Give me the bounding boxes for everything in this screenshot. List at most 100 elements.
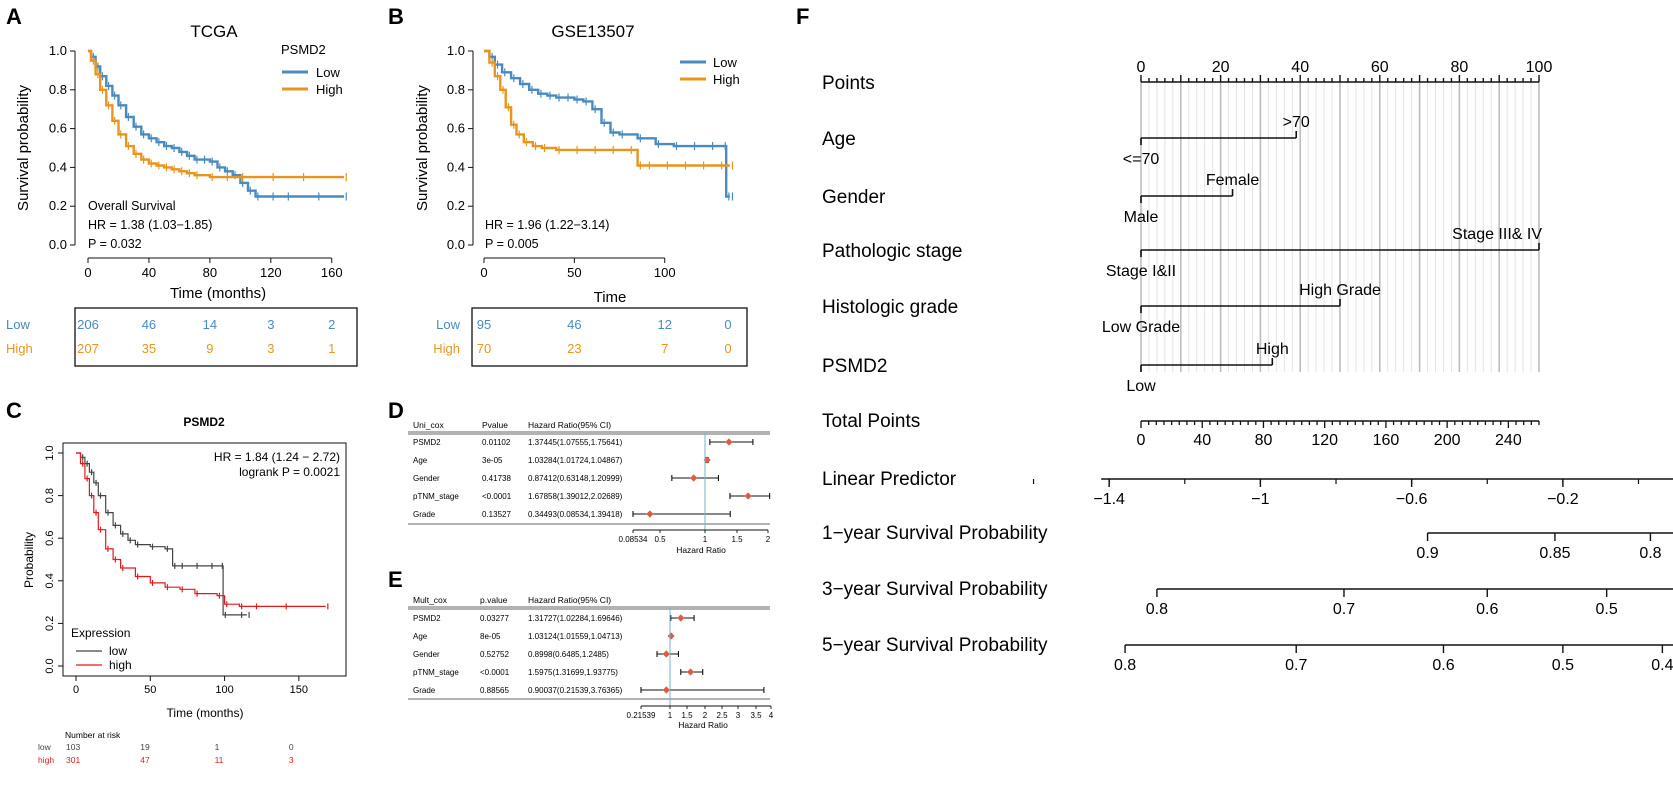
panel-e-x-tick-label: 0.21539	[627, 711, 656, 720]
panel-b-curve-low	[484, 49, 730, 198]
panel-b-y-label: Survival probability	[414, 85, 431, 211]
nomogram-factor-level: High Grade	[1299, 282, 1381, 299]
panel-a-risk-row-label: High	[6, 341, 33, 356]
panel-e-hr-marker	[686, 668, 695, 676]
nomogram-scale-label: 0.6	[1476, 601, 1498, 618]
panel-c-risk-value: 3	[289, 755, 294, 765]
panel-e-x-tick-label: 1	[668, 711, 673, 720]
panel-c-y-label: Probability	[22, 532, 36, 588]
panel-c-risk-value: 19	[140, 742, 150, 752]
panel-e-row-hr: 1.31727(1.02284,1.69646)	[528, 614, 623, 623]
panel-b-risk-value: 95	[477, 317, 491, 332]
nomogram-factor-level: Low Grade	[1102, 319, 1180, 336]
panel-e-hr-marker	[677, 614, 685, 622]
panel-a-risk-value: 14	[203, 317, 217, 332]
panel-a-x-label: Time (months)	[170, 285, 266, 302]
panel-c-risk-value: 103	[66, 742, 80, 752]
nomogram-scale-label: −0.2	[1547, 491, 1579, 508]
panel-b-risk-value: 46	[567, 317, 581, 332]
nomogram-row-label: Pathologic stage	[822, 241, 963, 262]
panel-b-risk-value: 23	[567, 341, 581, 356]
panel-c-legend-high: high	[109, 658, 132, 672]
nomogram-points-label: 0	[1137, 59, 1146, 76]
panel-b-legend: Low High	[680, 55, 740, 87]
panel-e-x-tick-label: 2	[703, 711, 708, 720]
nomogram-total-label: 0	[1137, 432, 1146, 449]
panel-a-x-tick-label: 160	[321, 265, 343, 280]
nomogram-row-label: Points	[822, 73, 875, 94]
nomogram-row-label: Age	[822, 129, 856, 150]
panel-a-y-tick-label: 0.4	[49, 159, 67, 174]
panel-c-annot-hr: HR = 1.84 (1.24 − 2.72)	[214, 450, 340, 464]
panel-b-y-tick-label: 1.0	[447, 43, 465, 58]
panel-c-risk-value: 1	[215, 742, 220, 752]
nomogram-factor-level: <=70	[1123, 151, 1160, 168]
panel-d-row-label: Gender	[413, 474, 440, 483]
panel-a-risk-value: 9	[206, 341, 213, 356]
panel-e-x-tick-label: 3.5	[750, 711, 762, 720]
panel-label-b: B	[388, 4, 404, 29]
panel-label-d: D	[388, 398, 404, 423]
panel-b-x-tick-label: 50	[567, 265, 581, 280]
nomogram-factor-level: Male	[1124, 209, 1159, 226]
panel-a-title: TCGA	[190, 22, 238, 41]
panel-b-y-tick-label: 0.4	[447, 159, 465, 174]
panel-a-y-tick-label: 0.0	[49, 237, 67, 252]
panel-c-risk-row-label: low	[38, 742, 52, 752]
panel-a-y-tick-label: 0.2	[49, 198, 67, 213]
panel-d-header-hr: Hazard Ratio(95% CI)	[528, 420, 611, 430]
nomogram-points-label: 40	[1291, 59, 1309, 76]
panel-d-hr-marker	[690, 474, 698, 482]
panel-c-x-tick-label: 150	[290, 684, 308, 696]
panel-a-curve-low	[88, 49, 344, 198]
panel-d-hr-marker	[646, 510, 654, 518]
panel-d-hr-marker	[725, 438, 733, 446]
panel-f-nomogram: Points 0 20 40 60 80 100 Age <=70 >70 Gender Male Fe…	[822, 59, 1673, 674]
panel-c-risk-value: 301	[66, 755, 80, 765]
nomogram-row-label: 3−year Survival Probability	[822, 579, 1048, 600]
panel-d-row-label: Grade	[413, 510, 436, 519]
panel-d-x-tick-label: 2	[766, 535, 771, 544]
panel-b-y-tick-label: 0.2	[447, 198, 465, 213]
panel-e-row-pvalue: 8e-05	[480, 632, 501, 641]
panel-a-risk-value: 1	[328, 341, 335, 356]
panel-a-risk-value: 206	[77, 317, 99, 332]
panel-b-x-tick-label: 0	[480, 265, 487, 280]
nomogram-factor-level: >70	[1283, 114, 1310, 131]
panel-c-risk-value: 11	[215, 755, 224, 765]
panel-a-risk-value: 35	[142, 341, 156, 356]
panel-c-psmd2-km-plot: PSMD2 HR = 1.84 (1.24 − 2.72) logrank P …	[22, 415, 347, 765]
nomogram-scale-label: 0.9	[1416, 545, 1438, 562]
panel-label-a: A	[6, 4, 22, 29]
panel-a-risk-value: 46	[142, 317, 156, 332]
panel-c-risk-value: 0	[289, 742, 294, 752]
panel-c-y-tick-label: 0.4	[44, 573, 56, 588]
panel-a-y-tick-label: 0.8	[49, 82, 67, 97]
nomogram-factor-level: Female	[1206, 172, 1259, 189]
panel-d-row-hr: 1.67858(1.39012,2.02689)	[528, 492, 623, 501]
panel-d-row-hr: 1.37445(1.07555,1.75641)	[528, 438, 623, 447]
panel-b-curve-high	[484, 49, 730, 167]
panel-a-x-tick-label: 120	[260, 265, 282, 280]
panel-d-row-pvalue: 0.01102	[482, 438, 511, 447]
panel-b-legend-high: High	[713, 72, 740, 87]
panel-b-risk-row-label: Low	[436, 317, 460, 332]
panel-d-row-label: PSMD2	[413, 438, 441, 447]
nomogram-scale-label: 0.7	[1285, 657, 1307, 674]
panel-b-gse13507-km-plot: GSE13507 Low High HR = 1.96 (1.22−3.14) …	[414, 22, 748, 367]
panel-a-risk-table-box	[74, 307, 358, 367]
panel-b-risk-table-box	[471, 307, 748, 367]
panel-b-risk-value: 0	[724, 317, 731, 332]
panel-e-hr-marker	[667, 632, 675, 640]
nomogram-factor-level: Low	[1126, 378, 1156, 395]
nomogram-total-label: 160	[1373, 432, 1400, 449]
panel-e-row-pvalue: 0.88565	[480, 686, 509, 695]
panel-d-hr-marker	[744, 492, 752, 500]
nomogram-total-label: 80	[1255, 432, 1273, 449]
panel-a-curve-high	[88, 49, 344, 179]
panel-d-row-hr: 1.03284(1.01724,1.04867)	[528, 456, 623, 465]
panel-d-x-label: Hazard Ratio	[676, 545, 726, 555]
panel-b-legend-low: Low	[713, 55, 737, 70]
panel-e-x-tick-label: 1.5	[681, 711, 693, 720]
panel-c-legend-low: low	[109, 644, 127, 658]
